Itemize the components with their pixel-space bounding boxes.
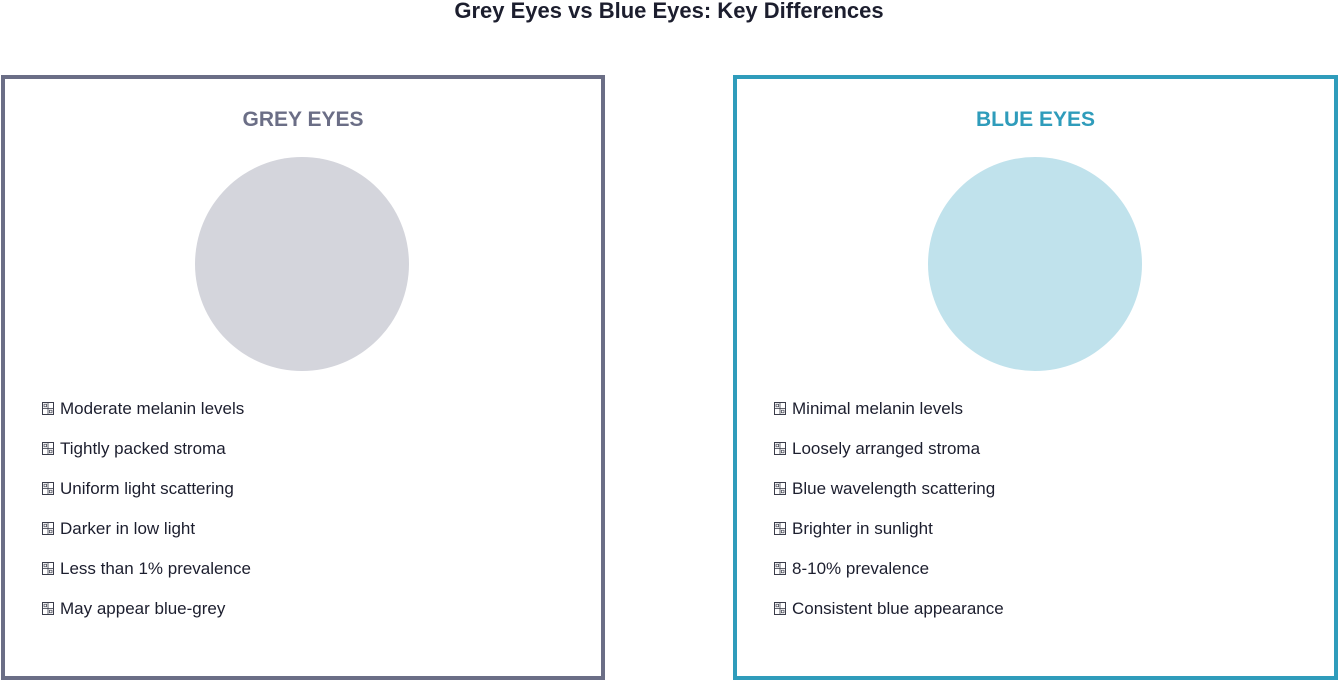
list-item: May appear blue-grey [42,596,251,636]
feature-text: Moderate melanin levels [60,399,245,418]
missing-glyph-icon [774,442,786,455]
missing-glyph-icon [774,602,786,615]
panel-heading: GREY EYES [242,108,364,131]
feature-text: Brighter in sunlight [792,519,933,538]
feature-text: Minimal melanin levels [792,399,964,418]
list-item: Consistent blue appearance [774,596,1004,636]
feature-list: Moderate melanin levels Tightly packed s… [42,396,251,636]
feature-list: Minimal melanin levels Loosely arranged … [774,396,1004,636]
page-title: Grey Eyes vs Blue Eyes: Key Differences [454,0,884,23]
feature-text: May appear blue-grey [60,599,226,618]
list-item: Minimal melanin levels [774,396,1004,436]
feature-text: Darker in low light [60,519,196,538]
feature-text: Consistent blue appearance [792,599,1004,618]
feature-text: 8-10% prevalence [792,559,930,578]
feature-text: Uniform light scattering [60,479,234,498]
list-item: Blue wavelength scattering [774,476,1004,516]
list-item: Moderate melanin levels [42,396,251,436]
list-item: Loosely arranged stroma [774,436,1004,476]
feature-text: Less than 1% prevalence [60,559,251,578]
missing-glyph-icon [774,402,786,415]
list-item: 8-10% prevalence [774,556,1004,596]
blue-eyes-panel: BLUE EYES Minimal melanin levels Loosely… [733,75,1338,680]
feature-text: Tightly packed stroma [60,439,226,458]
missing-glyph-icon [42,522,54,535]
missing-glyph-icon [42,402,54,415]
missing-glyph-icon [42,442,54,455]
missing-glyph-icon [774,562,786,575]
list-item: Brighter in sunlight [774,516,1004,556]
missing-glyph-icon [42,562,54,575]
blue-eye-color-swatch [928,157,1142,371]
panel-heading: BLUE EYES [975,108,1096,131]
list-item: Less than 1% prevalence [42,556,251,596]
list-item: Uniform light scattering [42,476,251,516]
feature-text: Loosely arranged stroma [792,439,981,458]
list-item: Tightly packed stroma [42,436,251,476]
missing-glyph-icon [774,522,786,535]
grey-eye-color-swatch [195,157,409,371]
missing-glyph-icon [42,602,54,615]
missing-glyph-icon [42,482,54,495]
list-item: Darker in low light [42,516,251,556]
feature-text: Blue wavelength scattering [792,479,996,498]
missing-glyph-icon [774,482,786,495]
grey-eyes-panel: GREY EYES Moderate melanin levels Tightl… [1,75,605,680]
